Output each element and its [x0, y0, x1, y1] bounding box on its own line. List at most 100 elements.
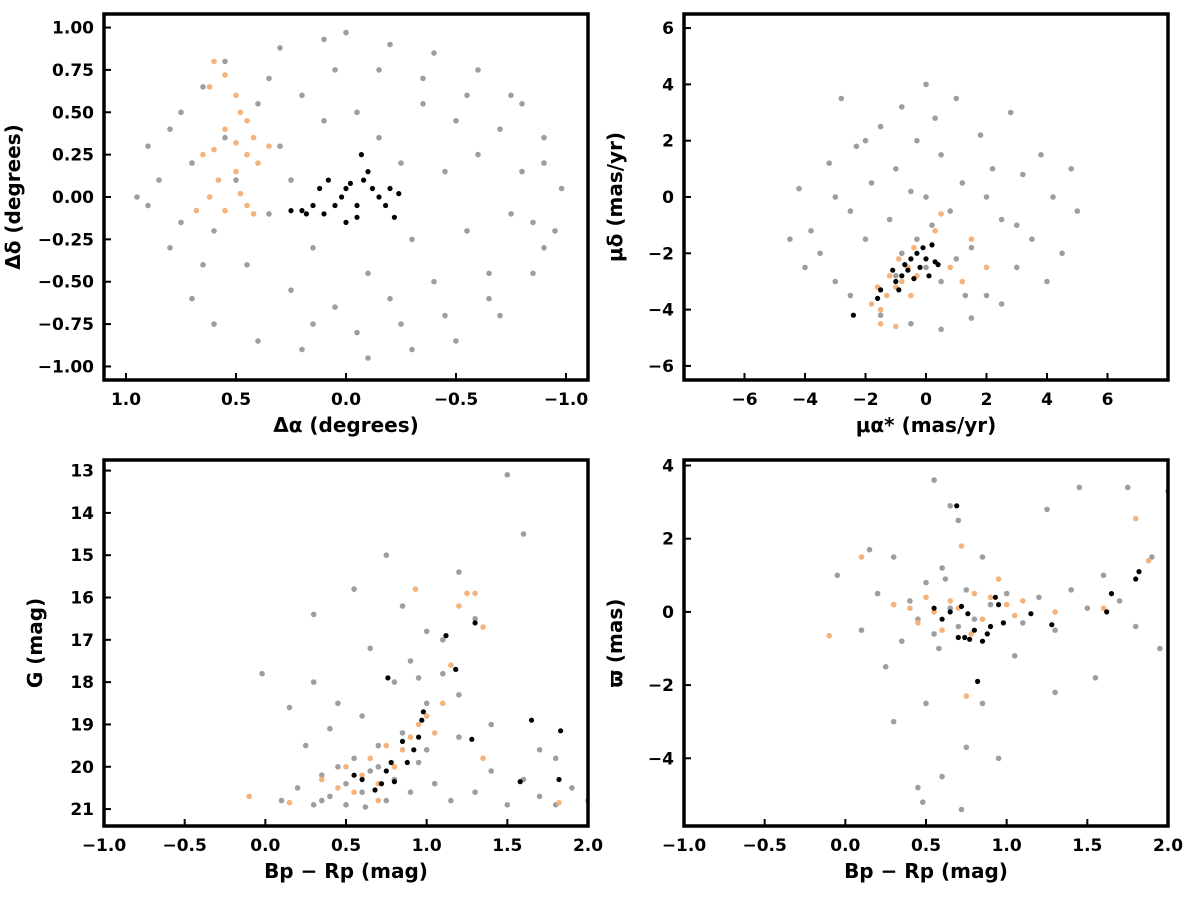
sky-field-point	[409, 346, 415, 353]
sky-ylabel: Δδ (degrees)	[1, 124, 25, 270]
sky-field-point	[497, 126, 503, 132]
cmd-black-point	[378, 781, 385, 787]
pm-field-point	[826, 160, 832, 166]
pm-field-point	[959, 180, 966, 186]
sky-field-point	[288, 177, 294, 183]
pm-black-point	[902, 262, 908, 268]
sky-field-point	[365, 355, 371, 361]
parallax-field-point	[1011, 653, 1018, 659]
pm-orange-point	[883, 292, 890, 299]
cmd-orange-point	[415, 721, 422, 728]
cmd-field-point	[423, 628, 430, 635]
pm-xtick-label: 4	[1041, 390, 1053, 410]
pm-field-point	[977, 132, 984, 138]
pm-orange-point	[886, 273, 893, 279]
sky-field-point	[134, 194, 140, 200]
pm-field-point	[1050, 194, 1056, 200]
pm-black-point	[926, 273, 932, 279]
parallax-field-point	[858, 627, 865, 633]
cmd-field-point	[431, 780, 438, 787]
cmd-black-point	[472, 620, 478, 626]
sky-black-point	[354, 214, 360, 220]
sky-field-point	[310, 321, 316, 327]
sky-black-point	[288, 208, 294, 214]
sky-black-point	[339, 194, 345, 200]
cmd-orange-point	[440, 700, 446, 707]
parallax-black-point	[958, 603, 965, 610]
sky-black-point	[391, 214, 397, 220]
cmd-xtick-label: 1.0	[412, 836, 442, 856]
parallax-orange-point	[915, 620, 921, 626]
sky-field-point	[222, 58, 228, 65]
pm-field-point	[947, 208, 953, 214]
sky-field-point	[343, 29, 349, 36]
pm-points	[787, 81, 1081, 333]
parallax-field-point	[955, 517, 962, 524]
parallax-field-point	[1149, 554, 1155, 560]
parallax-orange-point	[971, 590, 978, 597]
pm-orange-point	[983, 264, 990, 271]
parallax-field-point	[834, 572, 841, 579]
parallax-field-point	[987, 601, 994, 608]
pm-field-point	[1029, 236, 1035, 242]
cmd-orange-point	[246, 793, 252, 800]
sky-field-point	[398, 321, 404, 327]
parallax-xtick-label: 0.5	[911, 836, 941, 856]
sky-points	[134, 29, 565, 361]
parallax-black-point	[975, 678, 981, 685]
sky-black-point	[343, 185, 349, 192]
cmd-orange-point	[464, 590, 470, 597]
sky-field-point	[178, 109, 184, 116]
parallax-orange-point	[939, 627, 945, 633]
pm-xtick-label: −2	[852, 390, 878, 410]
sky-black-point	[310, 202, 316, 209]
pm-field-point	[808, 228, 814, 234]
pm-field-point	[989, 166, 996, 172]
cmd-orange-point	[335, 785, 341, 791]
cmd-field-point	[415, 759, 422, 766]
cmd-field-point	[362, 804, 369, 810]
sky-xtick-label: 0.0	[331, 390, 361, 410]
parallax-field-point	[1068, 587, 1074, 593]
pm-field-point	[932, 115, 938, 121]
parallax-field-point	[971, 616, 978, 622]
panel-proper-motions: −6 −4 −2 0 2 4 6 −6 −4 −2 0 2 4 6 μα* (mas/yr) μδ (mas/…	[603, 12, 1170, 437]
cmd-black-point	[443, 633, 449, 639]
sky-field-point	[145, 143, 151, 149]
cmd-orange-point	[399, 747, 406, 753]
sky-field-point	[200, 84, 206, 90]
cmd-black-point	[359, 776, 365, 783]
pm-field-point	[868, 180, 875, 186]
parallax-orange-point	[1011, 612, 1018, 619]
sky-orange-point	[200, 151, 206, 158]
cmd-orange-point	[472, 590, 478, 597]
cmd-field-point	[407, 789, 414, 795]
cmd-field-point	[383, 552, 390, 558]
cmd-ytick-label: 13	[70, 462, 94, 482]
sky-orange-point	[250, 134, 257, 141]
pm-black-point	[929, 242, 935, 248]
pm-orange-point	[896, 256, 902, 262]
parallax-black-point	[955, 634, 961, 641]
parallax-xtick-label: 0.0	[830, 836, 860, 856]
pm-field-point	[899, 250, 905, 257]
parallax-orange-point	[968, 631, 974, 637]
sky-field-point	[486, 270, 492, 277]
pm-xtick-label: −4	[792, 390, 818, 410]
parallax-field-point	[1116, 598, 1123, 604]
sky-field-point	[552, 228, 558, 234]
sky-black-point	[299, 208, 305, 214]
pm-black-point	[850, 312, 857, 318]
cmd-field-point	[375, 764, 382, 770]
pm-xtick-label: 6	[1102, 390, 1114, 410]
pm-black-point	[890, 267, 896, 273]
parallax-black-point	[931, 605, 937, 611]
cmd-field-point	[504, 472, 511, 478]
pm-field-point	[929, 222, 935, 228]
sky-orange-point	[244, 151, 250, 158]
pm-black-point	[899, 273, 905, 279]
cmd-field-point	[472, 789, 478, 795]
cmd-field-point	[343, 802, 349, 808]
cmd-ytick-label: 15	[70, 546, 94, 566]
sky-field-point	[387, 41, 393, 48]
